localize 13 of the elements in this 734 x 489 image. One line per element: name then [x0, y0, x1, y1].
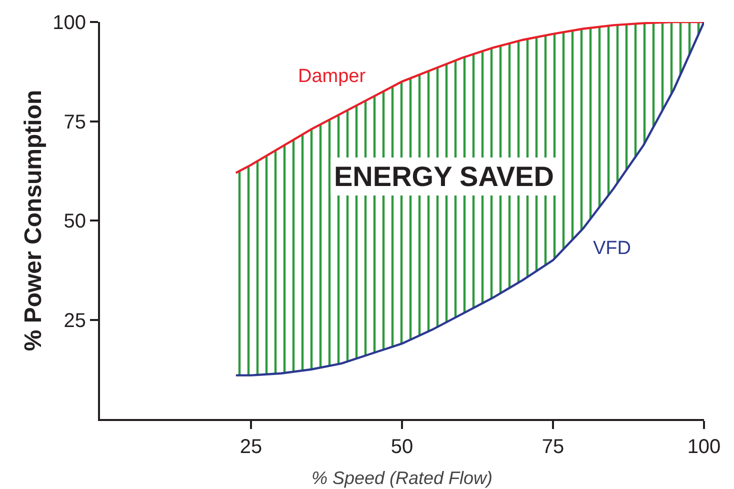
y-tick-label: 25: [64, 310, 86, 332]
y-tick-label: 100: [52, 12, 86, 34]
x-tick-label: 100: [687, 436, 721, 458]
x-tick-label: 75: [542, 436, 564, 458]
series-label: VFD: [593, 238, 631, 259]
x-tick-label: 25: [240, 436, 262, 458]
y-tick-label: 75: [64, 111, 86, 134]
series-label: Damper: [298, 66, 366, 87]
x-tick-label: 50: [390, 436, 414, 458]
x-axis-title: % Speed (Rated Flow): [311, 468, 493, 488]
y-tick-label: 50: [64, 210, 86, 232]
y-axis-title: % Power Consumption: [20, 90, 47, 352]
annotation: ENERGY SAVED: [334, 161, 554, 192]
